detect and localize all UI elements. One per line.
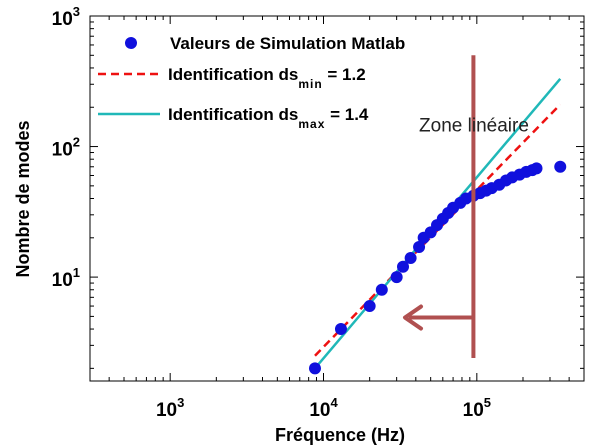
data-point	[404, 252, 417, 265]
data-point	[390, 271, 403, 284]
data-point	[413, 241, 426, 254]
x-tick-label: 103	[156, 395, 184, 421]
data-point	[554, 160, 567, 173]
minor-ticks	[90, 16, 584, 381]
legend-label-ds-min: Identification dsmin = 1.2	[168, 65, 366, 91]
data-point	[363, 300, 376, 313]
legend: Valeurs de Simulation Matlab Identificati…	[98, 34, 405, 131]
data-point	[308, 362, 321, 375]
legend-label-simulation: Valeurs de Simulation Matlab	[170, 34, 405, 53]
legend-label-ds-max: Identification dsmax = 1.4	[168, 105, 369, 131]
y-tick-label: 103	[52, 4, 80, 30]
legend-marker-simulation	[125, 37, 137, 49]
arrow-head	[403, 304, 424, 331]
annotation-layer: Zone linéaire	[403, 55, 529, 359]
x-tick-label: 105	[463, 395, 491, 421]
zone-label: Zone linéaire	[419, 116, 529, 137]
x-axis-label: Fréquence (Hz)	[275, 425, 405, 445]
data-point	[397, 260, 410, 273]
series-layer	[308, 78, 567, 375]
major-ticks: 103 104 105 101 102 103	[52, 4, 584, 421]
data-point	[375, 283, 388, 296]
plot-frame	[89, 15, 585, 382]
y-axis-label: Nombre de modes	[13, 120, 33, 277]
x-tick-label: 104	[309, 395, 338, 421]
y-tick-label: 102	[52, 135, 80, 161]
data-point	[530, 162, 543, 175]
data-point	[334, 323, 347, 336]
y-tick-label: 101	[52, 265, 80, 291]
